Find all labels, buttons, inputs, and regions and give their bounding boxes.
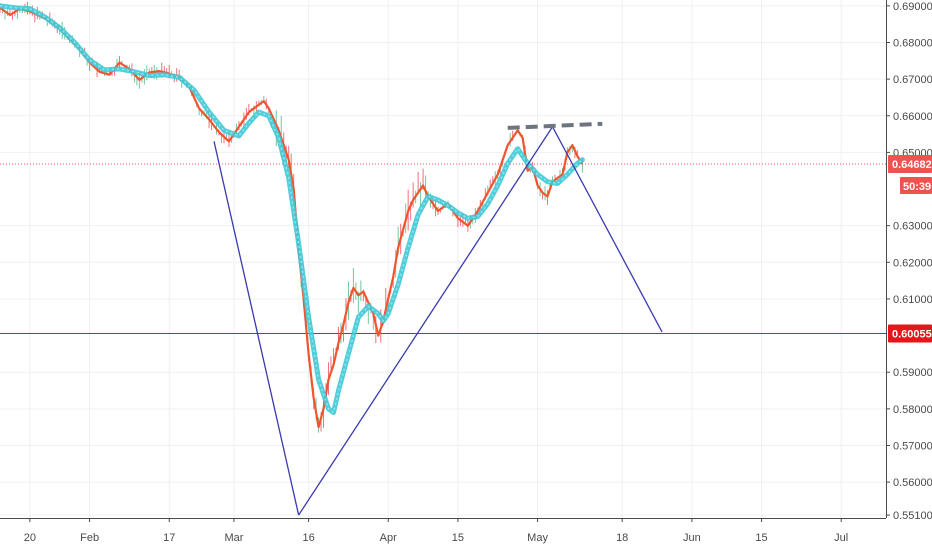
price-series-line (0, 6, 584, 429)
moving-average-texture (0, 5, 583, 414)
price-levels (0, 163, 886, 335)
y-tick-label: 0.56000 (893, 477, 932, 489)
y-tick-label: 0.59000 (893, 367, 932, 379)
pattern-drawing (213, 121, 663, 516)
current-price-badge (888, 155, 932, 174)
x-tick-label: May (527, 532, 548, 544)
price-candles (0, 1, 583, 433)
x-tick-label: Apr (380, 532, 397, 544)
target-level-label: 0.60055 (892, 329, 932, 341)
moving-average-series (0, 3, 585, 415)
y-tick-label: 0.67000 (893, 74, 932, 86)
x-tick-label: Feb (80, 532, 99, 544)
x-tick-label: 15 (452, 532, 464, 544)
countdown-badge (900, 177, 932, 195)
x-tick-label: 18 (616, 532, 628, 544)
moving-average-line (0, 3, 585, 415)
x-tick-label: Mar (224, 532, 243, 544)
y-tick-label: 0.69000 (893, 1, 932, 13)
y-tick-label: 0.66000 (893, 111, 932, 123)
y-tick-label: 0.68000 (893, 37, 932, 49)
y-tick-label: 0.57000 (893, 440, 932, 452)
price-series (0, 6, 584, 429)
y-tick-label: 0.63000 (893, 221, 932, 233)
grid (0, 0, 886, 518)
y-tick-label: 0.58000 (893, 404, 932, 416)
pattern-segment (213, 141, 300, 516)
x-tick-label: Jul (834, 532, 848, 544)
pattern-segment (298, 126, 554, 516)
x-tick-label: 16 (302, 532, 314, 544)
time-axis-background (0, 518, 932, 550)
current-price-label: 0.64682 (892, 159, 932, 171)
x-tick-label: 17 (163, 532, 175, 544)
target-level-badge (888, 324, 932, 343)
x-tick-label: 15 (755, 532, 767, 544)
countdown-label: 50:39 (903, 181, 931, 193)
y-tick-label: 0.61000 (893, 294, 932, 306)
pattern-segment (551, 126, 663, 333)
resistance-dashed-line (507, 121, 603, 130)
x-tick-label: Jun (683, 532, 701, 544)
y-tick-label: 0.62000 (893, 257, 932, 269)
price-axis-background (886, 0, 932, 550)
y-tick-label: 0.55100 (893, 510, 932, 522)
x-tick-label: 20 (24, 532, 36, 544)
